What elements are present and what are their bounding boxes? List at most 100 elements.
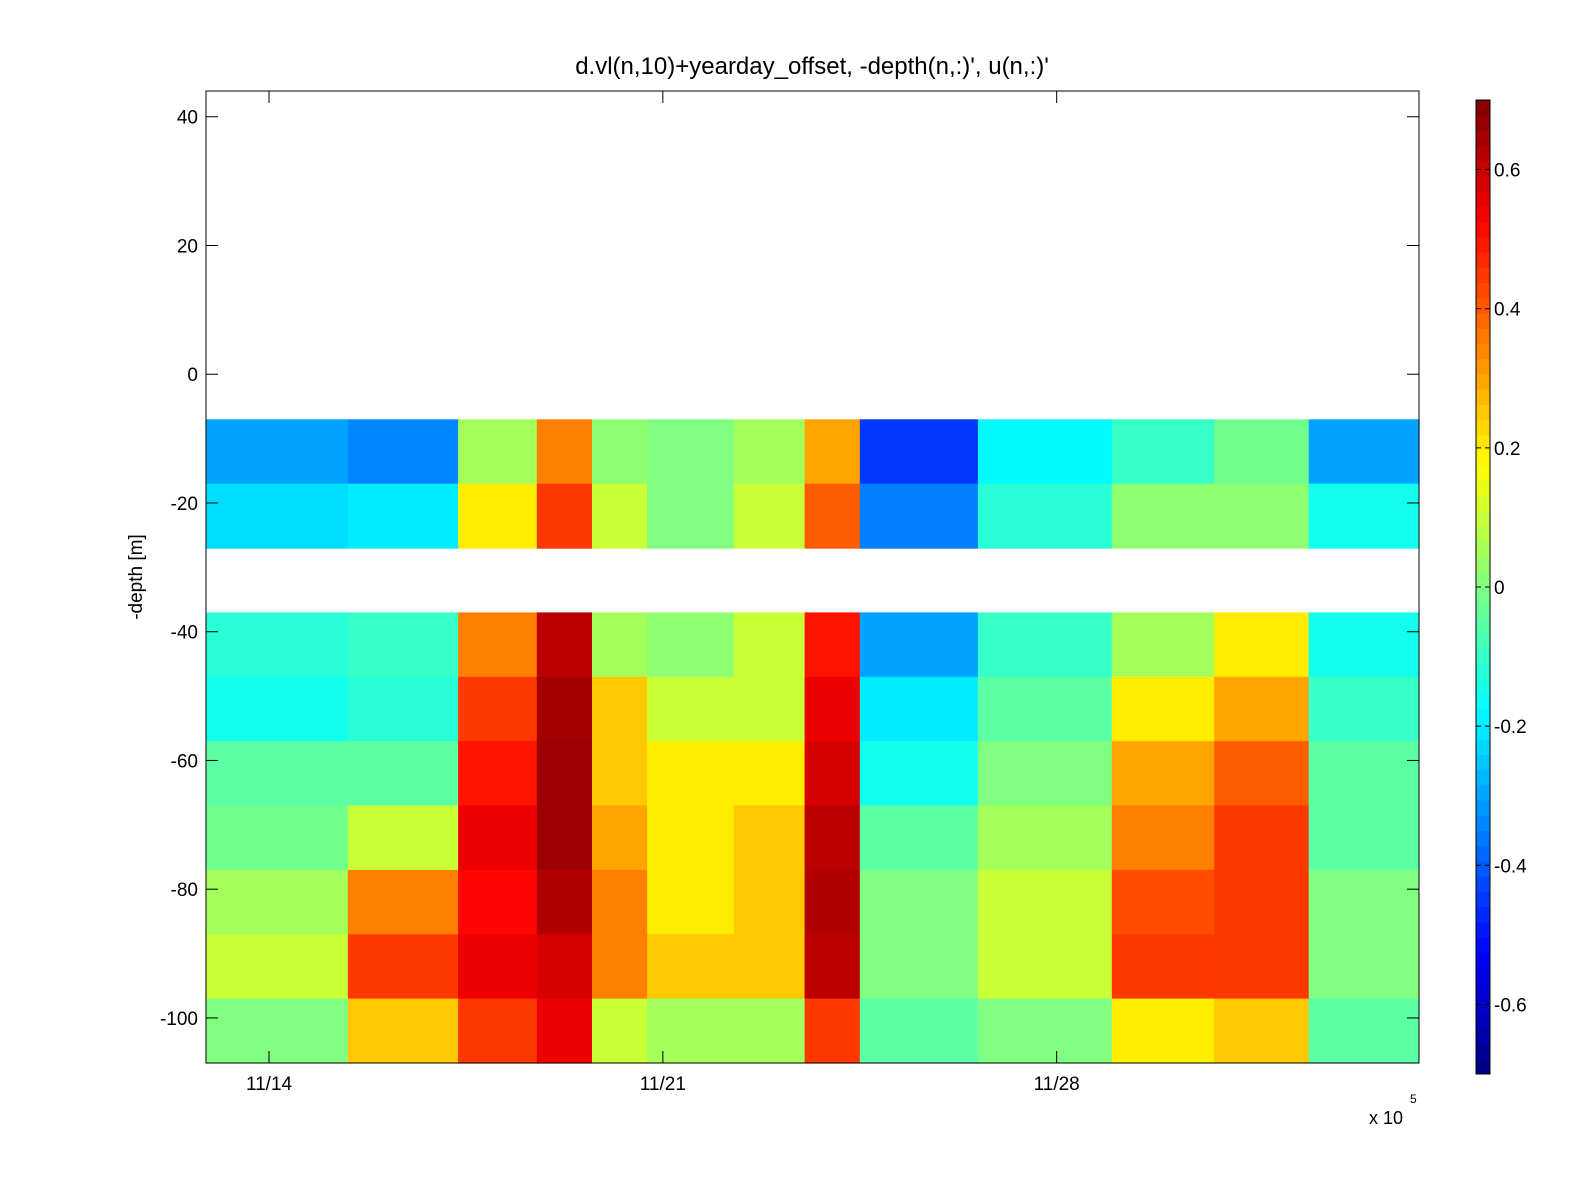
heatmap-cell <box>1111 676 1215 742</box>
colorbar-band <box>1476 465 1490 481</box>
colorbar-band <box>1476 480 1490 497</box>
colorbar-band <box>1476 282 1490 299</box>
colorbar-tick-label: 0 <box>1494 578 1505 599</box>
heatmap-cell <box>1111 869 1215 935</box>
colorbar-band <box>1476 997 1490 1014</box>
heatmap-cell <box>592 741 648 807</box>
colorbar-band <box>1476 373 1490 390</box>
y-tick-label: 0 <box>187 365 198 386</box>
colorbar-band <box>1476 510 1490 527</box>
colorbar-band <box>1476 830 1490 847</box>
heatmap-cell <box>1214 998 1310 1064</box>
heatmap-cell <box>647 612 735 678</box>
heatmap-cell <box>1111 934 1215 1000</box>
colorbar-band <box>1476 1028 1490 1045</box>
heatmap-cell <box>733 805 806 871</box>
heatmap-cell <box>804 741 861 807</box>
heatmap-cell <box>347 934 459 1000</box>
colorbar-band <box>1476 617 1490 634</box>
x-multiplier-label: x 10 <box>1369 1108 1403 1128</box>
heatmap-cell <box>536 934 593 1000</box>
heatmap-cell <box>804 934 861 1000</box>
colorbar-band <box>1476 313 1490 329</box>
plot-frame <box>205 90 1420 1064</box>
heatmap-cell <box>804 805 861 871</box>
chart-title: d.vl(n,10)+yearday_offset, -depth(n,:)',… <box>575 53 1049 80</box>
colorbar-band <box>1476 160 1490 177</box>
colorbar-band <box>1476 130 1490 147</box>
heatmap-cell <box>1214 483 1310 549</box>
heatmap-cell <box>733 869 806 935</box>
heatmap-cell <box>1308 483 1420 549</box>
colorbar-tick-label: -0.4 <box>1494 856 1527 877</box>
heatmap-cell <box>859 998 979 1064</box>
heatmap-cell <box>733 934 806 1000</box>
colorbar-tick-label: -0.2 <box>1494 717 1527 738</box>
heatmap-cell <box>647 934 735 1000</box>
y-tick-label: -60 <box>171 751 198 772</box>
heatmap-cell <box>733 419 806 485</box>
heatmap-cell <box>1111 483 1215 549</box>
heatmap-cell <box>536 805 593 871</box>
colorbar-band <box>1476 982 1490 999</box>
heatmap-cell <box>1308 934 1420 1000</box>
heatmap-cell <box>977 998 1113 1064</box>
colorbar-band <box>1476 815 1490 831</box>
colorbar-band <box>1476 434 1490 451</box>
heatmap-cell <box>647 676 735 742</box>
colorbar-band <box>1476 221 1490 238</box>
heatmap-cell <box>859 612 979 678</box>
colorbar-band <box>1476 236 1490 253</box>
y-axis-ticks: 40 20 0 -20 -40 -60 -80 -100 <box>160 108 1419 1030</box>
heatmap-cell <box>1111 998 1215 1064</box>
heatmap-cell <box>804 998 861 1064</box>
heatmap-cell <box>347 483 459 549</box>
colorbar-band <box>1476 708 1490 725</box>
heatmap-cell <box>592 676 648 742</box>
y-tick-label: -20 <box>171 494 198 515</box>
colorbar-band <box>1476 647 1490 664</box>
heatmap-cell <box>347 998 459 1064</box>
heatmap-cell <box>592 805 648 871</box>
heatmap-cell <box>536 741 593 807</box>
heatmap-cell <box>592 483 648 549</box>
heatmap-cell <box>733 998 806 1064</box>
heatmap-cell <box>458 869 538 935</box>
heatmap-cell <box>804 676 861 742</box>
heatmap-cell <box>1308 612 1420 678</box>
colorbar-band <box>1476 571 1490 588</box>
colorbar-band <box>1476 678 1490 695</box>
colorbar-band <box>1476 450 1490 466</box>
heatmap-cell <box>206 676 349 742</box>
heatmap-cell <box>1308 419 1420 485</box>
heatmap-cell <box>1214 419 1310 485</box>
heatmap-cell <box>536 419 593 485</box>
heatmap-cell <box>458 805 538 871</box>
colorbar-band <box>1476 191 1490 208</box>
colorbar-band <box>1476 1013 1490 1029</box>
heatmap-cell <box>804 419 861 485</box>
heatmap-cell <box>977 676 1113 742</box>
heatmap-cell <box>977 419 1113 485</box>
heatmap-cell <box>592 419 648 485</box>
colorbar-band <box>1476 115 1490 131</box>
colorbar-band <box>1476 800 1490 816</box>
heatmap-cell <box>859 934 979 1000</box>
heatmap-cell <box>1214 934 1310 1000</box>
y-tick-label: -80 <box>171 880 198 901</box>
colorbar-band <box>1476 602 1490 618</box>
heatmap-cell <box>206 483 349 549</box>
colorbar-band <box>1476 252 1490 268</box>
heatmap-cell <box>647 805 735 871</box>
colorbar-ticks: 0.6 0.4 0.2 0 -0.2 -0.4 -0.6 <box>1476 161 1527 1016</box>
colorbar-band <box>1476 937 1490 953</box>
heatmap-cell <box>347 805 459 871</box>
heatmap-cell <box>458 419 538 485</box>
y-tick-label: 40 <box>177 108 198 129</box>
colorbar-band <box>1476 906 1490 923</box>
heatmap-cell <box>206 934 349 1000</box>
colorbar-tick-label: -0.6 <box>1494 995 1527 1016</box>
heatmap-cell <box>458 612 538 678</box>
y-tick-label: -40 <box>171 623 198 644</box>
heatmap-cell <box>458 741 538 807</box>
